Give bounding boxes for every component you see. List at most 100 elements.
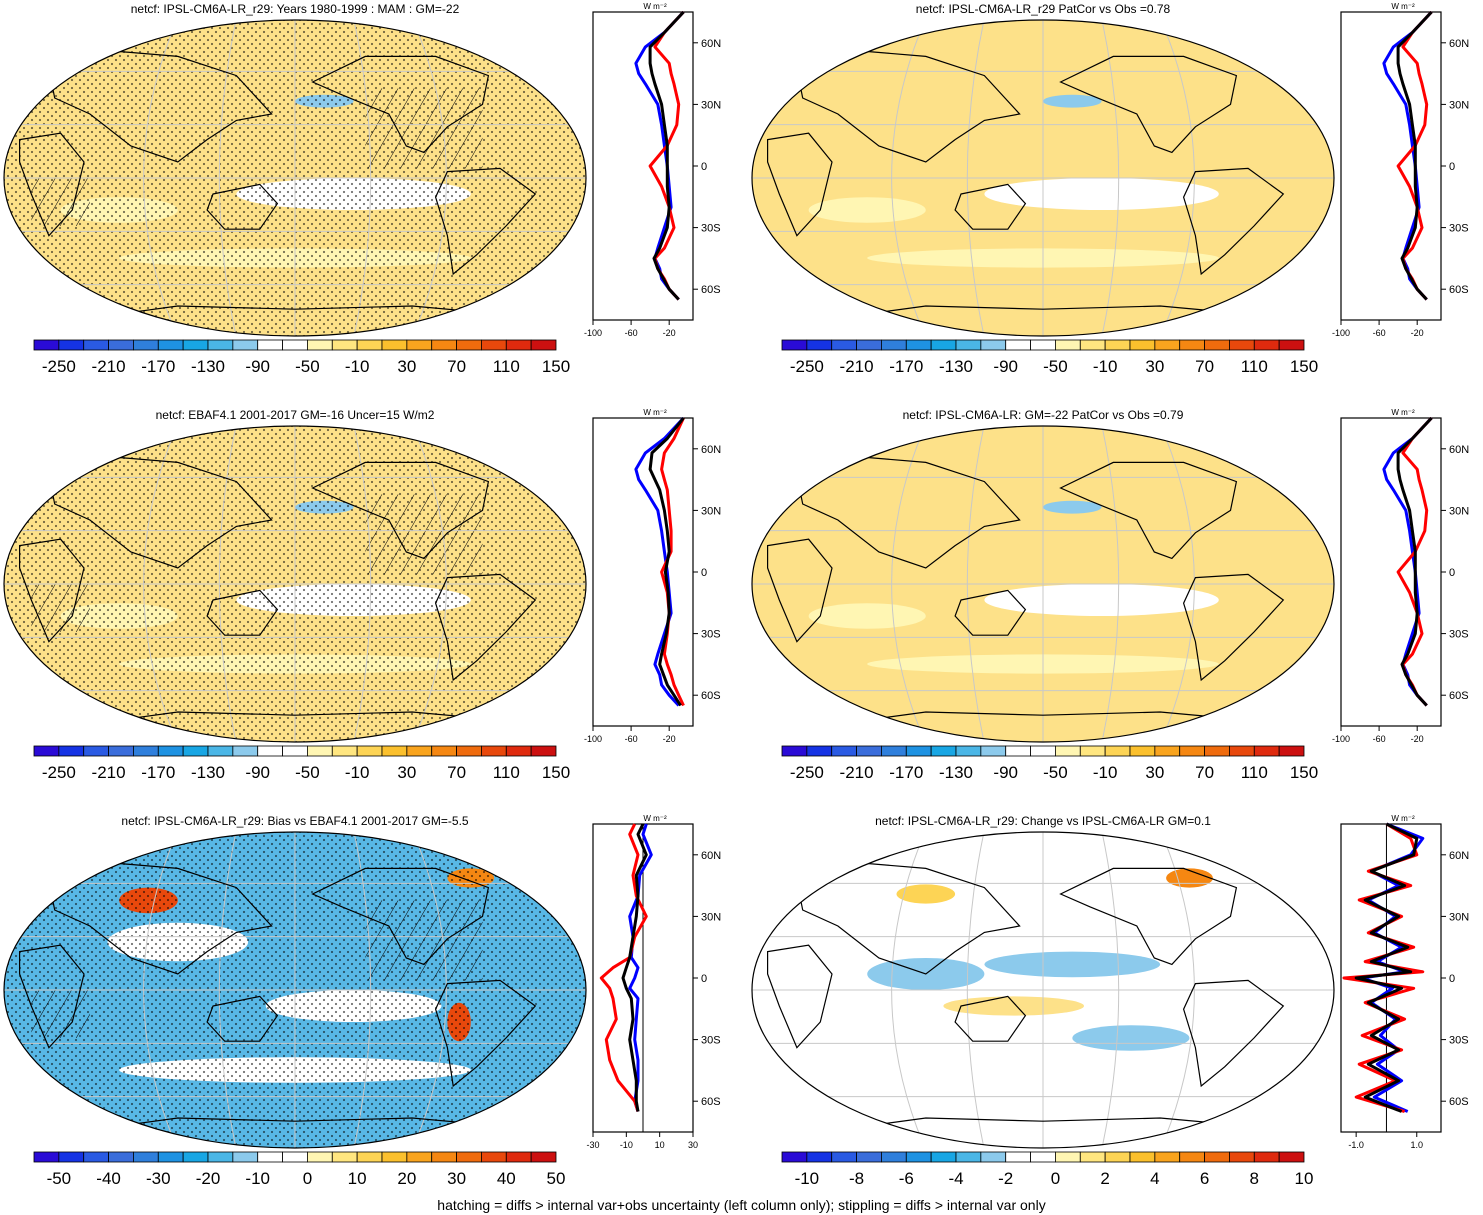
- colorbar-swatch: [1129, 339, 1156, 351]
- colorbar-swatch: [1204, 339, 1230, 351]
- profile-series-1: [599, 823, 648, 1112]
- colorbar-label: -210: [840, 357, 874, 376]
- x-tick-label: -60: [1373, 734, 1386, 744]
- colorbar-swatch: [505, 1151, 532, 1163]
- colorbar-label: -10: [1093, 763, 1118, 782]
- lat-tick-label: 30N: [701, 911, 721, 923]
- colorbar-swatch: [530, 745, 557, 757]
- colorbar-label: -210: [92, 357, 126, 376]
- colorbar-label: 20: [397, 1169, 416, 1188]
- colorbar-swatch: [406, 339, 433, 351]
- colorbar-swatch: [955, 745, 982, 757]
- colorbar-label: 150: [1290, 357, 1318, 376]
- colorbar-swatch: [207, 339, 234, 351]
- colorbar-label: 0: [1051, 1169, 1060, 1188]
- lat-tick-label: 0: [1449, 567, 1455, 579]
- lat-tick-label: 0: [701, 973, 707, 985]
- zonal-profile-2: 60N 30N 0 30S 60S -100 -60 -20 W m⁻²: [584, 408, 721, 744]
- lat-tick-label: 60N: [1449, 38, 1469, 50]
- colorbar-swatch: [33, 1151, 60, 1163]
- profile-frame: [592, 11, 694, 321]
- colorbar-label: -50: [1043, 763, 1068, 782]
- colorbar-label: -8: [849, 1169, 864, 1188]
- colorbar-swatch: [881, 745, 907, 757]
- lat-tick-label: 30N: [1449, 99, 1469, 111]
- colorbar-swatch: [856, 1151, 882, 1163]
- colorbar-label: -20: [196, 1169, 221, 1188]
- colorbar-label: -50: [295, 763, 320, 782]
- colorbar-swatch: [881, 339, 907, 351]
- zonal-profile-1: 60N 30N 0 30S 60S -100 -60 -20 W m⁻²: [1332, 2, 1469, 338]
- colorbar-label: 30: [1145, 357, 1164, 376]
- colorbar-label: 40: [497, 1169, 516, 1188]
- colorbar-label: -10: [1093, 357, 1118, 376]
- colorbar-swatch: [282, 1151, 308, 1163]
- profile-series-2: [648, 417, 685, 707]
- profile-series-1: [660, 417, 685, 707]
- colorbar-swatch: [257, 1151, 283, 1163]
- colorbar-swatch: [905, 1151, 932, 1163]
- colorbar-swatch: [831, 745, 857, 757]
- colorbar-swatch: [856, 339, 882, 351]
- colorbar-swatch: [431, 339, 457, 351]
- colorbar-swatch: [1229, 1151, 1255, 1163]
- colorbar-swatch: [481, 1151, 507, 1163]
- x-tick-label: 1.0: [1410, 1140, 1423, 1150]
- colorbar-swatch: [1129, 1151, 1156, 1163]
- colorbar-swatch: [481, 339, 507, 351]
- x-tick-label: -60: [625, 734, 638, 744]
- x-tick-label: -100: [584, 328, 602, 338]
- colorbar-label: 110: [493, 357, 520, 376]
- colorbar-swatch: [232, 1151, 259, 1163]
- profile-series-2: [648, 10, 685, 301]
- colorbar-swatch: [1179, 339, 1205, 351]
- lat-tick-label: 30S: [1449, 223, 1469, 235]
- colorbar-swatch: [1278, 1151, 1305, 1163]
- colorbar-swatch: [980, 1151, 1007, 1163]
- colorbar-swatch: [133, 339, 159, 351]
- unit-label: W m⁻²: [1391, 814, 1415, 823]
- colorbar-label: -90: [993, 357, 1018, 376]
- colorbar-swatch: [1179, 1151, 1205, 1163]
- colorbar-label: -2: [998, 1169, 1013, 1188]
- colorbar-swatch: [157, 339, 184, 351]
- colorbar-swatch: [930, 745, 957, 757]
- colorbar-swatch: [806, 1151, 833, 1163]
- panel-title: netcf: EBAF4.1 2001-2017 GM=-16 Uncer=15…: [155, 408, 435, 422]
- colorbar-label: 10: [1295, 1169, 1314, 1188]
- profile-series-2: [1354, 822, 1419, 1113]
- lat-tick-label: 30S: [701, 1035, 721, 1047]
- x-tick-label: 10: [655, 1140, 665, 1150]
- lat-tick-label: 60S: [1449, 1096, 1469, 1108]
- colorbar-swatch: [307, 1151, 333, 1163]
- x-tick-label: -100: [584, 734, 602, 744]
- zonal-profile-4: 60N 30N 0 30S 60S -30 -10 10 30 W m⁻²: [586, 814, 721, 1150]
- colorbar-label: -130: [191, 763, 225, 782]
- map-0: [3, 19, 587, 337]
- colorbar-label: 30: [1145, 763, 1164, 782]
- colorbar-label: -130: [939, 357, 973, 376]
- lat-tick-label: 60S: [1449, 690, 1469, 702]
- colorbar-swatch: [406, 1151, 433, 1163]
- colorbar-swatch: [356, 745, 383, 757]
- colorbar-swatch: [1005, 339, 1031, 351]
- colorbar-swatch: [58, 745, 85, 757]
- colorbar-swatch: [955, 339, 982, 351]
- colorbar-swatch: [980, 339, 1007, 351]
- colorbar-swatch: [980, 745, 1007, 757]
- colorbar-swatch: [831, 1151, 857, 1163]
- colorbar-label: -10: [345, 357, 370, 376]
- map-1: [751, 19, 1335, 337]
- lat-tick-label: 30N: [1449, 505, 1469, 517]
- colorbar-label: -30: [146, 1169, 171, 1188]
- colorbar-swatch: [1079, 1151, 1106, 1163]
- profile-series-2: [1396, 416, 1433, 707]
- colorbar-swatch: [781, 339, 808, 351]
- colorbar-swatch: [307, 339, 333, 351]
- colorbar-label: -170: [141, 357, 175, 376]
- colorbar-label: 30: [397, 763, 416, 782]
- lat-tick-label: 60S: [701, 284, 721, 296]
- colorbar-label: -250: [790, 763, 824, 782]
- colorbar-4: -50 -40 -30 -20 -10 0 10 20 30 40 50: [33, 1151, 565, 1188]
- colorbar-label: 4: [1150, 1169, 1159, 1188]
